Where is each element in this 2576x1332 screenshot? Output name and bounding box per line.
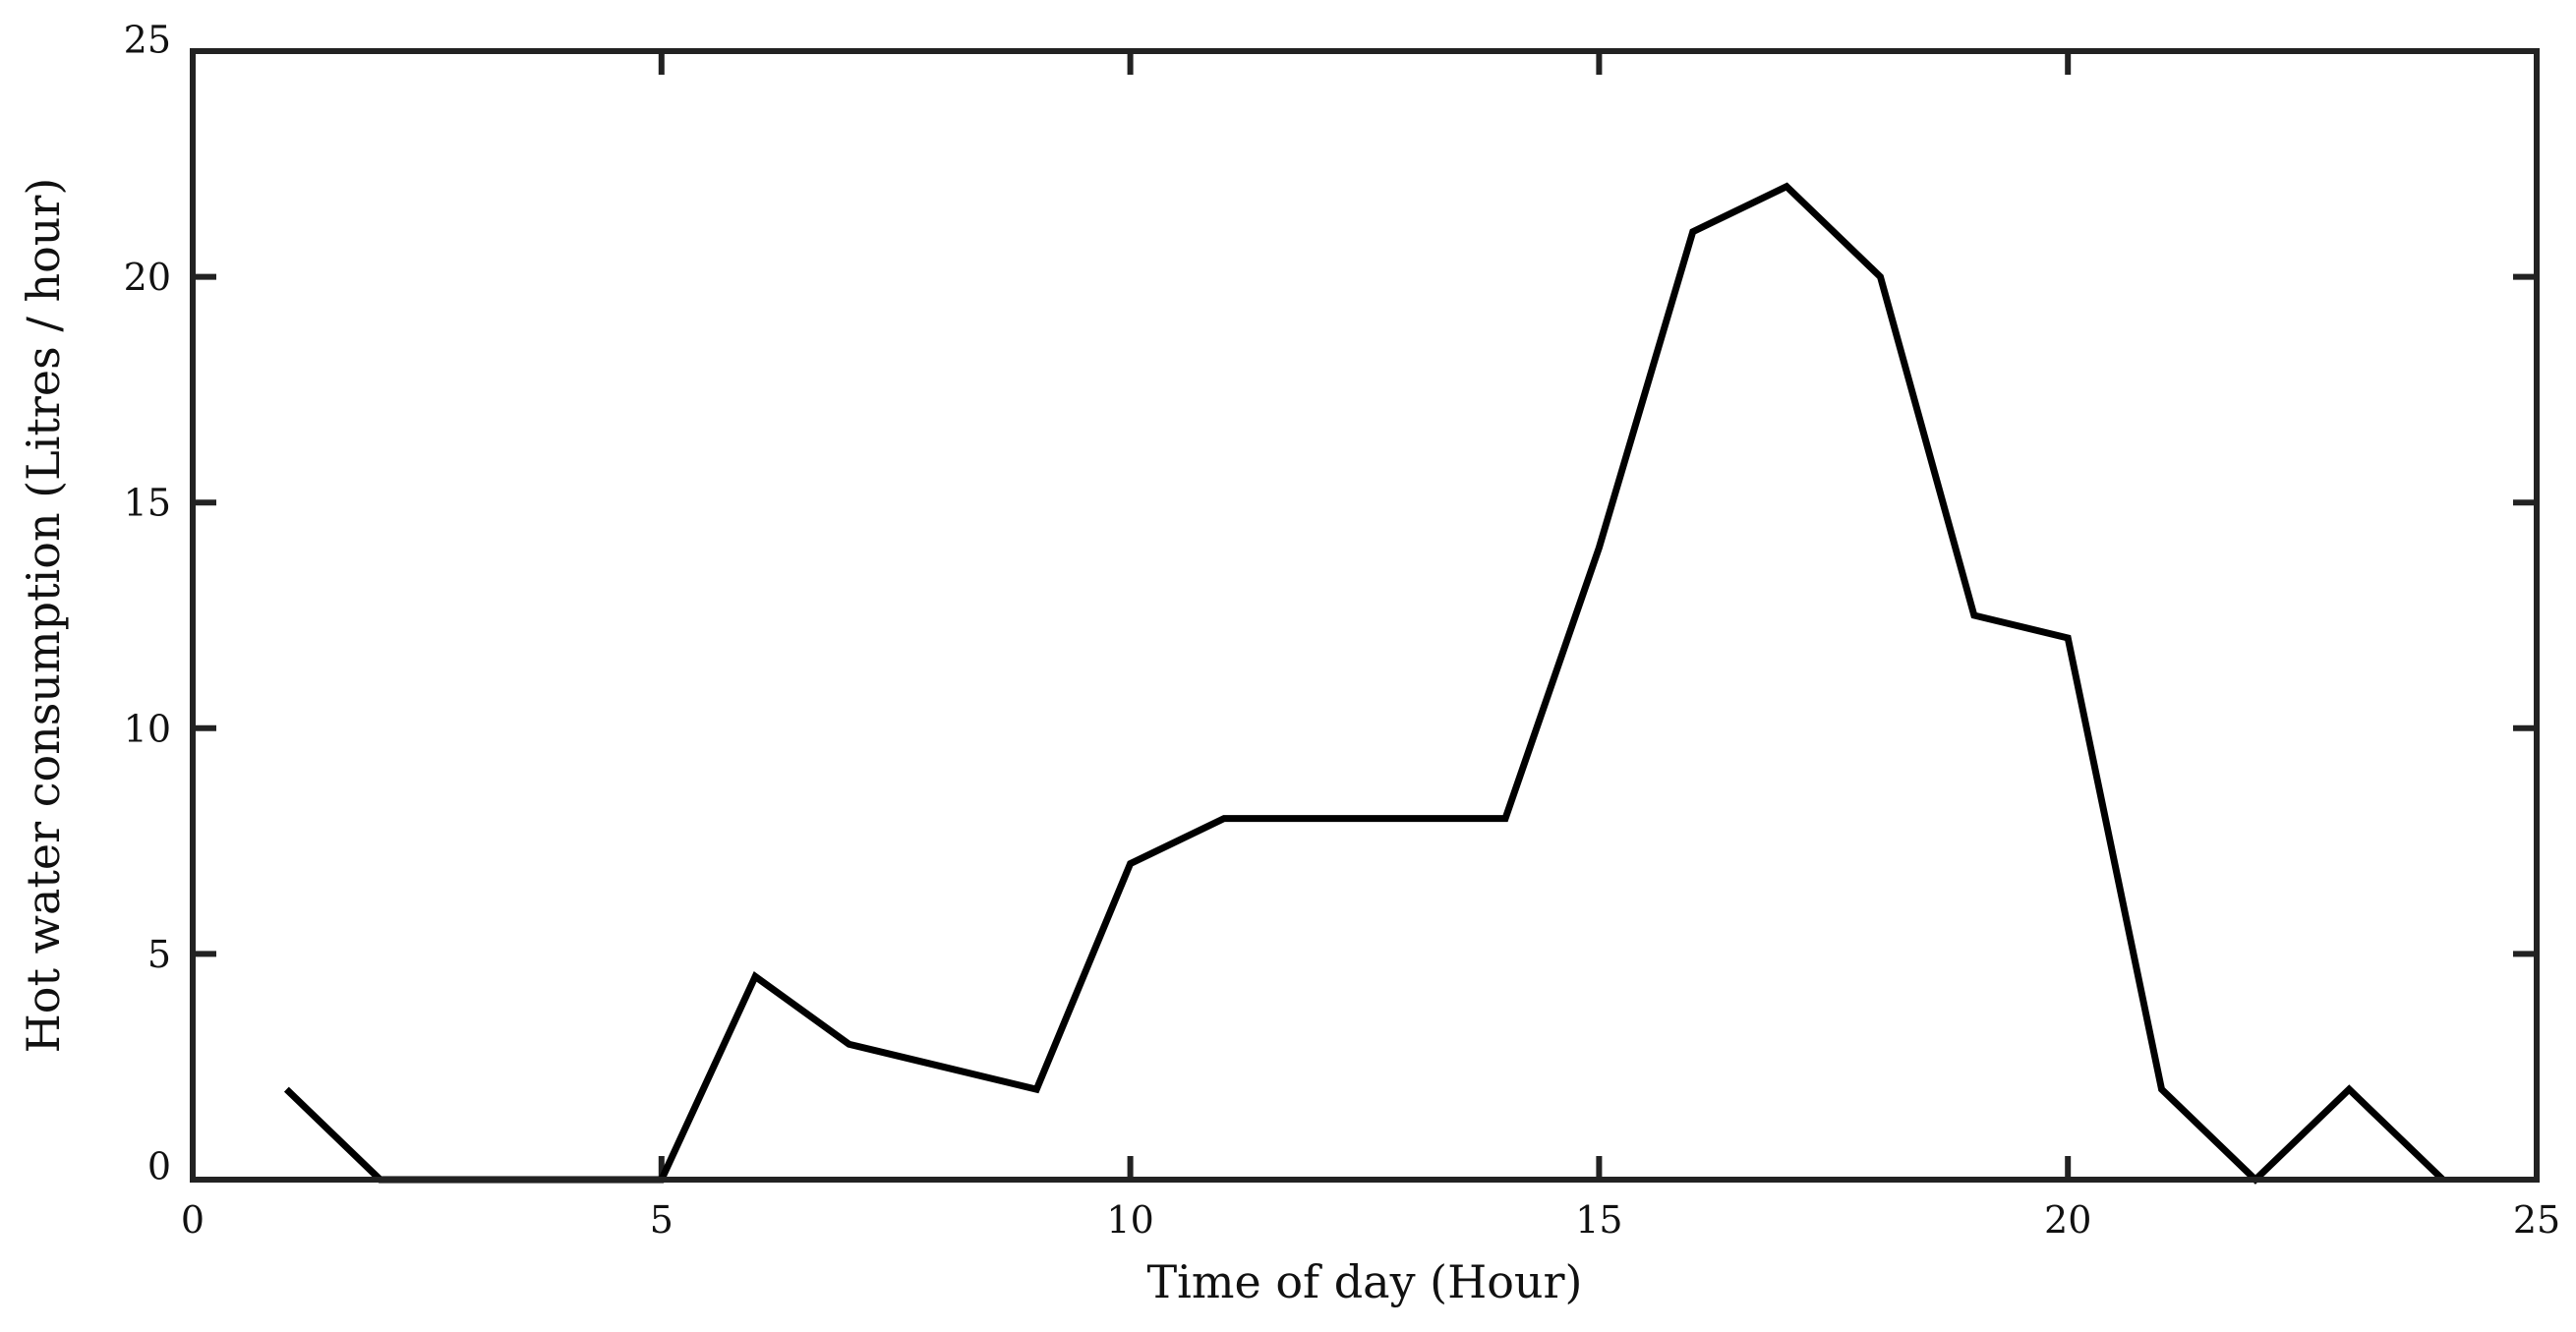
y-tick-label-20: 20 [124, 256, 171, 299]
y-tick-label-15: 15 [124, 482, 171, 525]
x-tick-label-20: 20 [2044, 1198, 2091, 1242]
y-tick-label-25: 25 [124, 19, 171, 62]
axis-ticks [190, 48, 2540, 1183]
y-tick-label-0: 0 [147, 1145, 171, 1188]
x-tick-label-0: 0 [181, 1198, 205, 1242]
x-tick-label-10: 10 [1106, 1198, 1153, 1242]
x-axis-label: Time of day (Hour) [1147, 1255, 1583, 1308]
series-line-0 [283, 182, 2446, 1185]
tick-labels: 0 5 10 15 20 25 0 5 10 15 20 25 [124, 19, 2561, 1243]
y-tick-label-5: 5 [147, 933, 171, 976]
series-layer [283, 182, 2446, 1185]
x-tick-label-5: 5 [650, 1198, 673, 1242]
plot-frame [190, 48, 2540, 1183]
y-tick-label-10: 10 [124, 707, 171, 750]
x-tick-label-15: 15 [1575, 1198, 1622, 1242]
x-tick-label-25: 25 [2513, 1198, 2560, 1242]
y-axis-label: Hot water consumption (Litres / hour) [17, 178, 70, 1054]
